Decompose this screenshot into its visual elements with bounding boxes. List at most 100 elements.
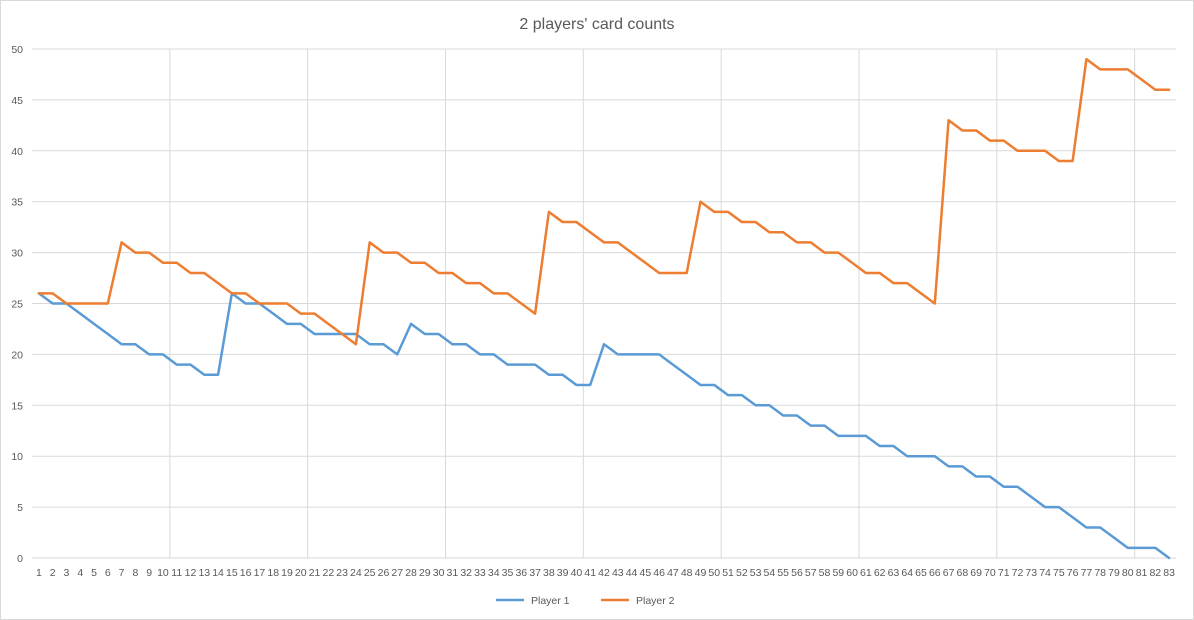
x-tick-label: 60 bbox=[846, 567, 858, 579]
legend-item-2: Player 2 bbox=[601, 595, 675, 607]
y-tick-label: 0 bbox=[17, 553, 23, 565]
x-tick-label: 22 bbox=[322, 567, 334, 579]
y-tick-label: 35 bbox=[11, 197, 23, 209]
x-tick-label: 31 bbox=[447, 567, 459, 579]
x-tick-label: 45 bbox=[640, 567, 652, 579]
x-tick-label: 61 bbox=[860, 567, 872, 579]
x-tick-label: 38 bbox=[543, 567, 555, 579]
x-tick-label: 32 bbox=[460, 567, 472, 579]
x-tick-label: 19 bbox=[281, 567, 293, 579]
x-tick-label: 77 bbox=[1081, 567, 1093, 579]
x-tick-label: 30 bbox=[433, 567, 445, 579]
x-tick-label: 23 bbox=[336, 567, 348, 579]
chart-title: 2 players' card counts bbox=[519, 16, 674, 33]
x-tick-label: 81 bbox=[1136, 567, 1148, 579]
x-tick-label: 10 bbox=[157, 567, 169, 579]
x-tick-label: 58 bbox=[819, 567, 831, 579]
x-tick-label: 46 bbox=[653, 567, 665, 579]
x-tick-label: 13 bbox=[198, 567, 210, 579]
x-tick-label: 76 bbox=[1067, 567, 1079, 579]
x-tick-label: 83 bbox=[1163, 567, 1175, 579]
x-tick-label: 72 bbox=[1012, 567, 1024, 579]
x-tick-label: 49 bbox=[695, 567, 707, 579]
x-tick-label: 28 bbox=[405, 567, 417, 579]
x-tick-label: 79 bbox=[1108, 567, 1120, 579]
y-tick-label: 10 bbox=[11, 451, 23, 463]
y-tick-label: 50 bbox=[11, 44, 23, 56]
x-tick-label: 73 bbox=[1025, 567, 1037, 579]
x-tick-label: 12 bbox=[185, 567, 197, 579]
x-tick-label: 82 bbox=[1149, 567, 1161, 579]
x-tick-label: 43 bbox=[612, 567, 624, 579]
x-tick-label: 51 bbox=[722, 567, 734, 579]
y-tick-label: 20 bbox=[11, 349, 23, 361]
x-tick-label: 24 bbox=[350, 567, 362, 579]
x-tick-label: 71 bbox=[998, 567, 1010, 579]
x-tick-label: 80 bbox=[1122, 567, 1134, 579]
x-tick-label: 6 bbox=[105, 567, 111, 579]
y-tick-label: 5 bbox=[17, 502, 23, 514]
x-tick-label: 29 bbox=[419, 567, 431, 579]
x-tick-label: 39 bbox=[557, 567, 569, 579]
y-tick-label: 45 bbox=[11, 95, 23, 107]
legend-label: Player 1 bbox=[531, 595, 570, 607]
x-tick-label: 5 bbox=[91, 567, 97, 579]
x-tick-label: 57 bbox=[805, 567, 817, 579]
y-tick-label: 15 bbox=[11, 400, 23, 412]
x-tick-label: 40 bbox=[571, 567, 583, 579]
x-tick-label: 52 bbox=[736, 567, 748, 579]
x-tick-label: 16 bbox=[240, 567, 252, 579]
x-tick-label: 25 bbox=[364, 567, 376, 579]
x-tick-label: 59 bbox=[832, 567, 844, 579]
x-tick-label: 66 bbox=[929, 567, 941, 579]
series-line-1 bbox=[37, 292, 1171, 560]
x-tick-label: 65 bbox=[915, 567, 927, 579]
x-tick-label: 47 bbox=[667, 567, 679, 579]
x-tick-label: 64 bbox=[901, 567, 913, 579]
x-tick-label: 35 bbox=[502, 567, 514, 579]
series-line-2 bbox=[37, 57, 1171, 346]
x-tick-label: 41 bbox=[584, 567, 596, 579]
x-tick-label: 62 bbox=[874, 567, 886, 579]
x-tick-label: 26 bbox=[378, 567, 390, 579]
legend-label: Player 2 bbox=[636, 595, 675, 607]
x-tick-label: 56 bbox=[791, 567, 803, 579]
x-tick-label: 21 bbox=[309, 567, 321, 579]
x-tick-label: 7 bbox=[119, 567, 125, 579]
x-tick-label: 48 bbox=[681, 567, 693, 579]
x-tick-label: 70 bbox=[984, 567, 996, 579]
x-tick-label: 69 bbox=[970, 567, 982, 579]
x-tick-label: 55 bbox=[777, 567, 789, 579]
x-tick-label: 20 bbox=[295, 567, 307, 579]
x-tick-label: 68 bbox=[957, 567, 969, 579]
y-tick-label: 25 bbox=[11, 299, 23, 311]
x-tick-label: 33 bbox=[474, 567, 486, 579]
x-tick-label: 50 bbox=[708, 567, 720, 579]
x-tick-label: 17 bbox=[254, 567, 266, 579]
legend-item-1: Player 1 bbox=[496, 595, 570, 607]
y-tick-label: 30 bbox=[11, 248, 23, 260]
x-tick-label: 8 bbox=[132, 567, 138, 579]
x-tick-label: 18 bbox=[267, 567, 279, 579]
x-tick-label: 75 bbox=[1053, 567, 1065, 579]
x-tick-label: 4 bbox=[77, 567, 83, 579]
x-tick-label: 78 bbox=[1094, 567, 1106, 579]
x-tick-label: 67 bbox=[943, 567, 955, 579]
x-tick-label: 37 bbox=[529, 567, 541, 579]
y-tick-label: 40 bbox=[11, 146, 23, 158]
x-tick-label: 9 bbox=[146, 567, 152, 579]
x-tick-label: 74 bbox=[1039, 567, 1051, 579]
x-tick-label: 34 bbox=[488, 567, 500, 579]
legend: Player 1 Player 2 bbox=[496, 595, 675, 607]
x-tick-label: 1 bbox=[36, 567, 42, 579]
x-tick-label: 42 bbox=[598, 567, 610, 579]
y-axis-ticks: 0 5 10 15 20 25 30 35 40 45 50 bbox=[11, 44, 23, 565]
x-tick-label: 14 bbox=[212, 567, 224, 579]
gridlines bbox=[32, 48, 1176, 559]
x-axis-ticks: 1 2 3 4 5 6 7 8 9 10 11 12 13 14 15 16 17 18 19 20 21 22 23 24 2… bbox=[36, 567, 1175, 579]
x-tick-label: 2 bbox=[50, 567, 56, 579]
x-tick-label: 36 bbox=[515, 567, 527, 579]
x-tick-label: 27 bbox=[391, 567, 403, 579]
